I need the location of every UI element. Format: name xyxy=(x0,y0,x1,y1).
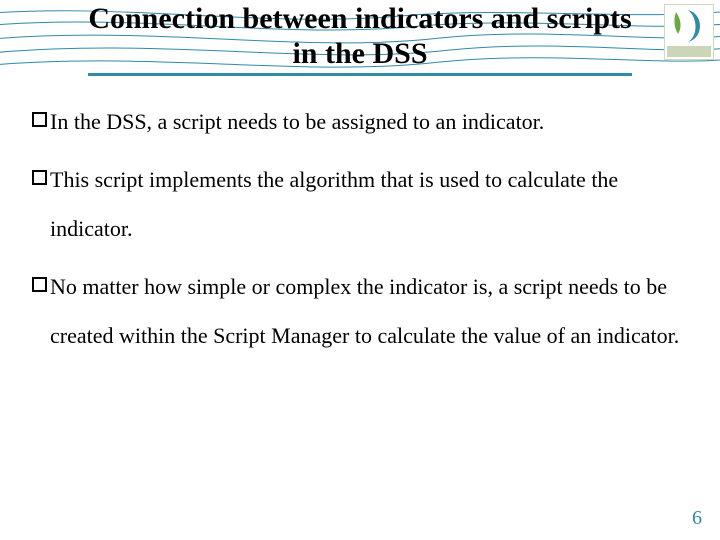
slide-title-container: Connection between indicators and script… xyxy=(0,0,720,76)
title-line-1: Connection between indicators and script… xyxy=(88,2,631,35)
slide-title: Connection between indicators and script… xyxy=(88,2,631,76)
slide-body: In the DSS, a script needs to be assigne… xyxy=(0,76,720,360)
logo-caption-bar xyxy=(667,46,711,57)
page-number: 6 xyxy=(692,507,702,530)
bullet-item: This script implements the algorithm tha… xyxy=(32,156,692,253)
square-bullet-icon xyxy=(32,277,47,292)
bullet-item: In the DSS, a script needs to be assigne… xyxy=(32,98,692,146)
bullet-text: This script implements the algorithm tha… xyxy=(50,156,692,253)
org-logo xyxy=(664,4,714,60)
bullet-item: No matter how simple or complex the indi… xyxy=(32,263,692,360)
bullet-text: No matter how simple or complex the indi… xyxy=(50,263,692,360)
title-line-2: in the DSS xyxy=(292,37,427,70)
bullet-text: In the DSS, a script needs to be assigne… xyxy=(50,98,692,146)
square-bullet-icon xyxy=(32,112,47,127)
square-bullet-icon xyxy=(32,170,47,185)
